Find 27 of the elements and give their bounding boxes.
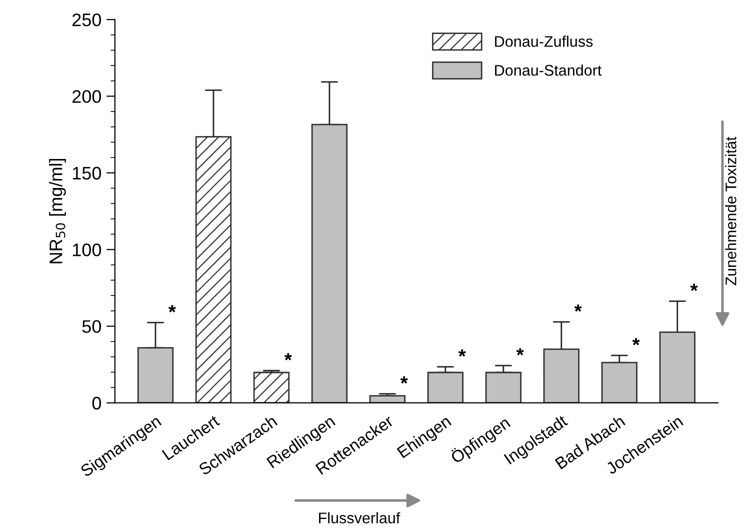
bar [427,372,464,403]
bar [485,372,522,403]
text: Flussverlauf [319,512,400,524]
bar [369,395,406,403]
text: Zunehmende Toxizität [725,136,736,286]
y-tick-label: 100 [72,243,102,256]
annotation: * [574,304,582,312]
bar [659,331,696,403]
annotation: * [516,348,524,356]
bar [311,124,348,403]
y-tick-label: 50 [82,320,102,333]
annotation: * [400,376,408,384]
bar [601,362,638,403]
legend-label: Donau-Standort [495,64,602,76]
y-tick-label: 250 [72,13,102,26]
annotation: * [168,305,176,312]
bar [543,348,580,403]
legend-label: Donau-Zufluss [495,36,593,47]
y-tick-label: 150 [72,166,102,180]
annotation: * [284,353,292,360]
bar [137,347,174,403]
annotation: * [690,284,698,292]
y-tick-label: 0 [92,396,102,410]
y-axis-title: NR$_{50}$ [mg/ml] [49,158,66,264]
y-tick-label: 200 [72,90,102,103]
annotation: * [458,349,466,357]
annotation: * [632,338,640,346]
